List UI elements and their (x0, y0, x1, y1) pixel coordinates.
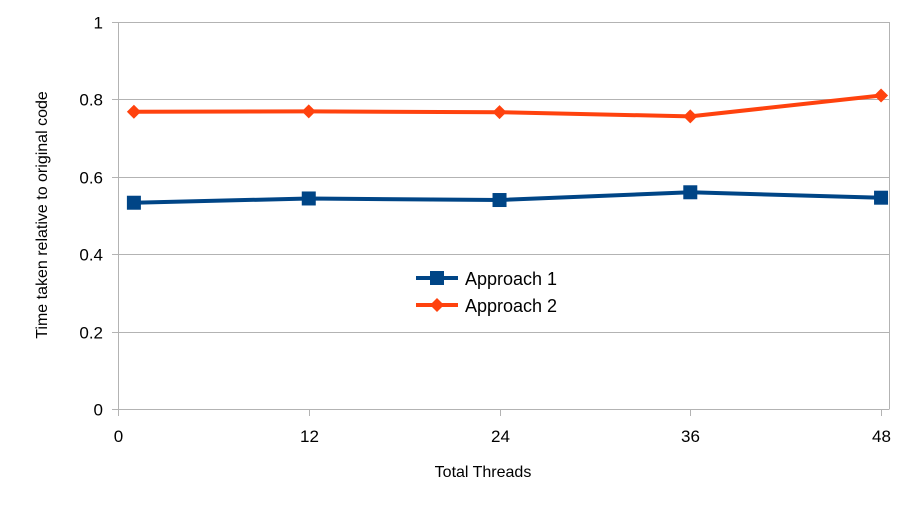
series-1-point (874, 190, 889, 205)
legend-marker-1 (430, 271, 444, 285)
series-2-point (874, 88, 889, 103)
legend-label-1: Approach 1 (465, 269, 557, 289)
y-tick-label: 0 (94, 401, 103, 420)
x-axis-title: Total Threads (435, 464, 532, 481)
y-tick-label: 0.4 (79, 246, 103, 265)
x-tick-label: 12 (300, 427, 319, 446)
y-tick-label: 0.8 (79, 91, 103, 110)
y-axis-title: Time taken relative to original code (34, 91, 51, 339)
series (126, 88, 889, 210)
legend-label-2: Approach 2 (465, 296, 557, 316)
legend-marker-2 (430, 298, 444, 312)
series-1-point (126, 195, 141, 210)
series-2-point (683, 109, 698, 124)
series-2-point (126, 104, 141, 119)
axes (118, 22, 890, 416)
x-tick-label: 24 (491, 427, 510, 446)
series-2-point (301, 104, 316, 119)
x-tick-label: 0 (114, 427, 123, 446)
series-2-point (492, 105, 507, 120)
y-tick-label: 1 (94, 14, 103, 33)
tick-labels: 0 0.2 0.4 0.6 0.8 1 0 12 24 36 48 (79, 14, 891, 447)
legend: Approach 1 Approach 2 (416, 269, 557, 316)
series-1-point (301, 191, 316, 206)
x-tick-label: 36 (681, 427, 700, 446)
grid-lines (112, 22, 889, 410)
series-line-2 (133, 93, 882, 119)
y-tick-label: 0.6 (79, 169, 103, 188)
series-1-point (683, 185, 698, 200)
series-line-1 (133, 190, 882, 205)
y-tick-label: 0.2 (79, 324, 103, 343)
x-tick-label: 48 (872, 427, 891, 446)
series-1-point (492, 193, 507, 208)
